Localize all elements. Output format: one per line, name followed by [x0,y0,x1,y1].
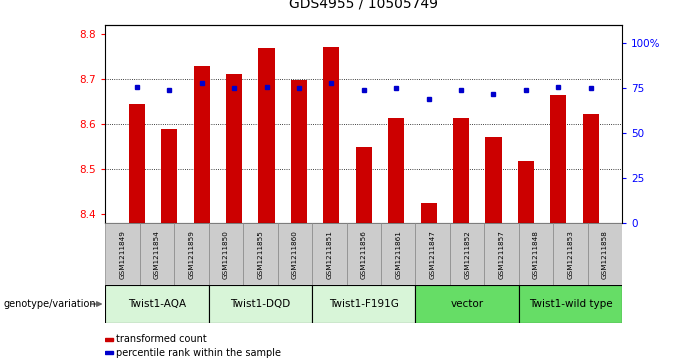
FancyBboxPatch shape [519,285,622,323]
Text: Twist1-F191G: Twist1-F191G [329,299,398,309]
Text: GSM1211852: GSM1211852 [464,230,470,278]
FancyBboxPatch shape [105,223,140,285]
Text: genotype/variation: genotype/variation [3,299,96,309]
Bar [453,118,469,223]
Bar [291,80,307,223]
Bar [105,351,113,354]
FancyBboxPatch shape [519,223,554,285]
Text: GDS4955 / 10505749: GDS4955 / 10505749 [289,0,439,11]
FancyBboxPatch shape [105,285,209,323]
FancyBboxPatch shape [588,223,622,285]
Text: GSM1211853: GSM1211853 [568,230,573,278]
FancyBboxPatch shape [554,223,588,285]
FancyBboxPatch shape [209,285,312,323]
FancyBboxPatch shape [209,223,243,285]
FancyBboxPatch shape [450,223,484,285]
FancyBboxPatch shape [415,285,519,323]
FancyBboxPatch shape [174,223,209,285]
Text: GSM1211860: GSM1211860 [292,230,298,278]
FancyBboxPatch shape [381,223,415,285]
Text: GSM1211855: GSM1211855 [258,230,263,278]
Text: GSM1211861: GSM1211861 [395,230,401,278]
FancyBboxPatch shape [484,223,519,285]
Bar [388,118,405,223]
Text: transformed count: transformed count [116,334,206,344]
FancyBboxPatch shape [312,285,415,323]
FancyBboxPatch shape [415,223,450,285]
Bar [129,104,145,223]
Text: GSM1211854: GSM1211854 [154,230,160,278]
Text: GSM1211847: GSM1211847 [430,230,436,278]
Text: percentile rank within the sample: percentile rank within the sample [116,347,281,358]
Bar [583,114,598,223]
Text: GSM1211848: GSM1211848 [533,230,539,278]
Bar [323,46,339,223]
Text: GSM1211857: GSM1211857 [498,230,505,278]
Bar [161,129,177,223]
Text: GSM1211859: GSM1211859 [188,230,194,278]
Bar [550,95,566,223]
Text: Twist1-AQA: Twist1-AQA [128,299,186,309]
FancyBboxPatch shape [312,223,347,285]
Bar [356,147,372,223]
Text: GSM1211858: GSM1211858 [602,230,608,278]
Bar [486,137,502,223]
FancyBboxPatch shape [277,223,312,285]
Text: GSM1211856: GSM1211856 [361,230,367,278]
FancyBboxPatch shape [347,223,381,285]
Text: Twist1-DQD: Twist1-DQD [231,299,290,309]
Bar [194,66,210,223]
FancyBboxPatch shape [140,223,174,285]
Text: GSM1211851: GSM1211851 [326,230,333,278]
Text: GSM1211849: GSM1211849 [120,230,126,278]
FancyBboxPatch shape [243,223,277,285]
Bar [105,338,113,341]
Bar [420,203,437,223]
Bar [258,48,275,223]
Text: GSM1211850: GSM1211850 [223,230,229,278]
Text: Twist1-wild type: Twist1-wild type [529,299,612,309]
Bar [226,74,242,223]
Text: vector: vector [451,299,483,309]
Bar [517,161,534,223]
